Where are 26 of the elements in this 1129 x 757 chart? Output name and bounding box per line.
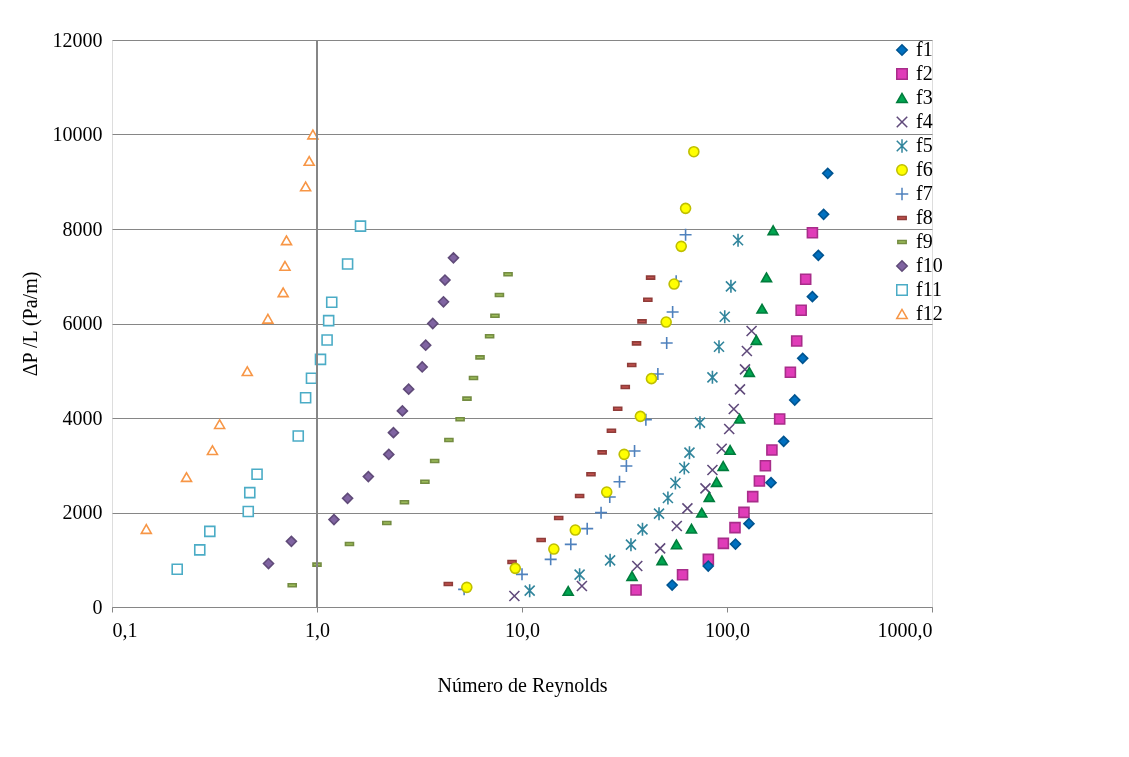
y-axis-title: ΔP /L (Pa/m)	[18, 271, 42, 377]
legend-label: f9	[916, 230, 933, 252]
legend-label: f8	[916, 206, 933, 228]
legend-label: f4	[916, 110, 933, 132]
y-tick-label: 8000	[62, 217, 103, 240]
legend-label: f3	[916, 86, 933, 108]
y-tick-label: 10000	[52, 123, 103, 145]
legend-label: f12	[916, 302, 943, 324]
x-tick-label: 1,0	[305, 618, 330, 641]
x-tick-label: 1000,0	[877, 618, 933, 641]
y-tick-label: 6000	[62, 312, 103, 334]
legend-label: f2	[916, 62, 933, 84]
x-tick-label: 100,0	[705, 618, 750, 641]
legend-label: f5	[916, 134, 933, 156]
legend-label: f1	[916, 38, 933, 60]
x-tick-label: 0,1	[112, 618, 138, 641]
x-axis-title: Número de Reynolds	[437, 673, 608, 697]
y-tick-label: 12000	[52, 28, 103, 51]
y-tick-label: 0	[92, 595, 103, 618]
legend-label: f7	[916, 182, 933, 204]
x-tick-label: 10,0	[505, 618, 540, 641]
y-tick-label: 2000	[62, 501, 103, 523]
y-tick-label: 4000	[62, 406, 103, 429]
legend-label: f6	[916, 158, 933, 180]
legend-label: f11	[916, 278, 942, 300]
legend-label: f10	[916, 254, 943, 276]
